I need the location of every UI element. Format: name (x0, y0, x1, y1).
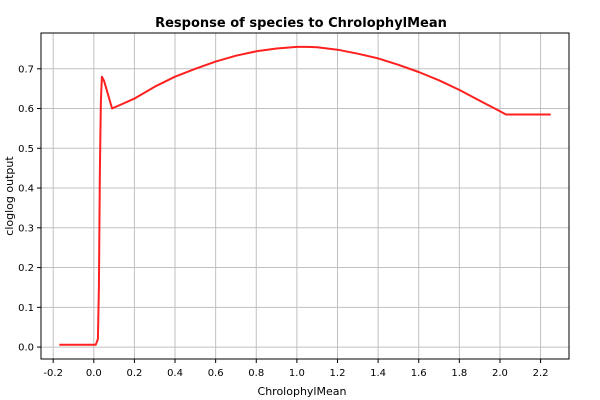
x-axis-label: ChrolophylMean (258, 385, 347, 398)
y-tick-label: 0.5 (18, 144, 34, 155)
x-tick-label: 1.2 (330, 368, 346, 379)
x-tick-label: 1.0 (289, 368, 305, 379)
y-tick-label: 0.6 (18, 104, 34, 115)
y-tick-label: 0.7 (18, 64, 34, 75)
y-tick-label: 0.0 (18, 343, 34, 354)
y-axis-label: cloglog output (3, 156, 16, 236)
y-tick-label: 0.2 (18, 263, 34, 274)
plot-frame (40, 32, 570, 360)
x-tick-label: 1.4 (370, 368, 386, 379)
axis-ticks: -0.2 0.0 0.2 0.4 0.6 0.8 1.0 1.2 1.4 1.6 1.8 2.0 2.2… (18, 64, 548, 379)
chart-title: Response of species to ChrolophylMean (155, 16, 447, 31)
x-tick-label: 1.8 (451, 368, 467, 379)
y-tick-label: 0.1 (18, 303, 34, 314)
response-curve (59, 45, 551, 346)
grid (41, 33, 569, 359)
x-tick-label: 0.6 (208, 368, 224, 379)
y-tick-label: 0.4 (18, 184, 34, 195)
x-tick-label: 0.2 (126, 368, 142, 379)
x-tick-label: -0.2 (43, 368, 63, 379)
x-tick-label: 0.0 (86, 368, 102, 379)
x-tick-label: 1.6 (411, 368, 427, 379)
y-tick-label: 0.3 (18, 223, 34, 234)
x-tick-label: 2.2 (533, 368, 549, 379)
x-tick-label: 0.4 (167, 368, 183, 379)
series-layer (59, 45, 551, 346)
x-tick-label: 2.0 (492, 368, 508, 379)
x-tick-label: 0.8 (248, 368, 264, 379)
